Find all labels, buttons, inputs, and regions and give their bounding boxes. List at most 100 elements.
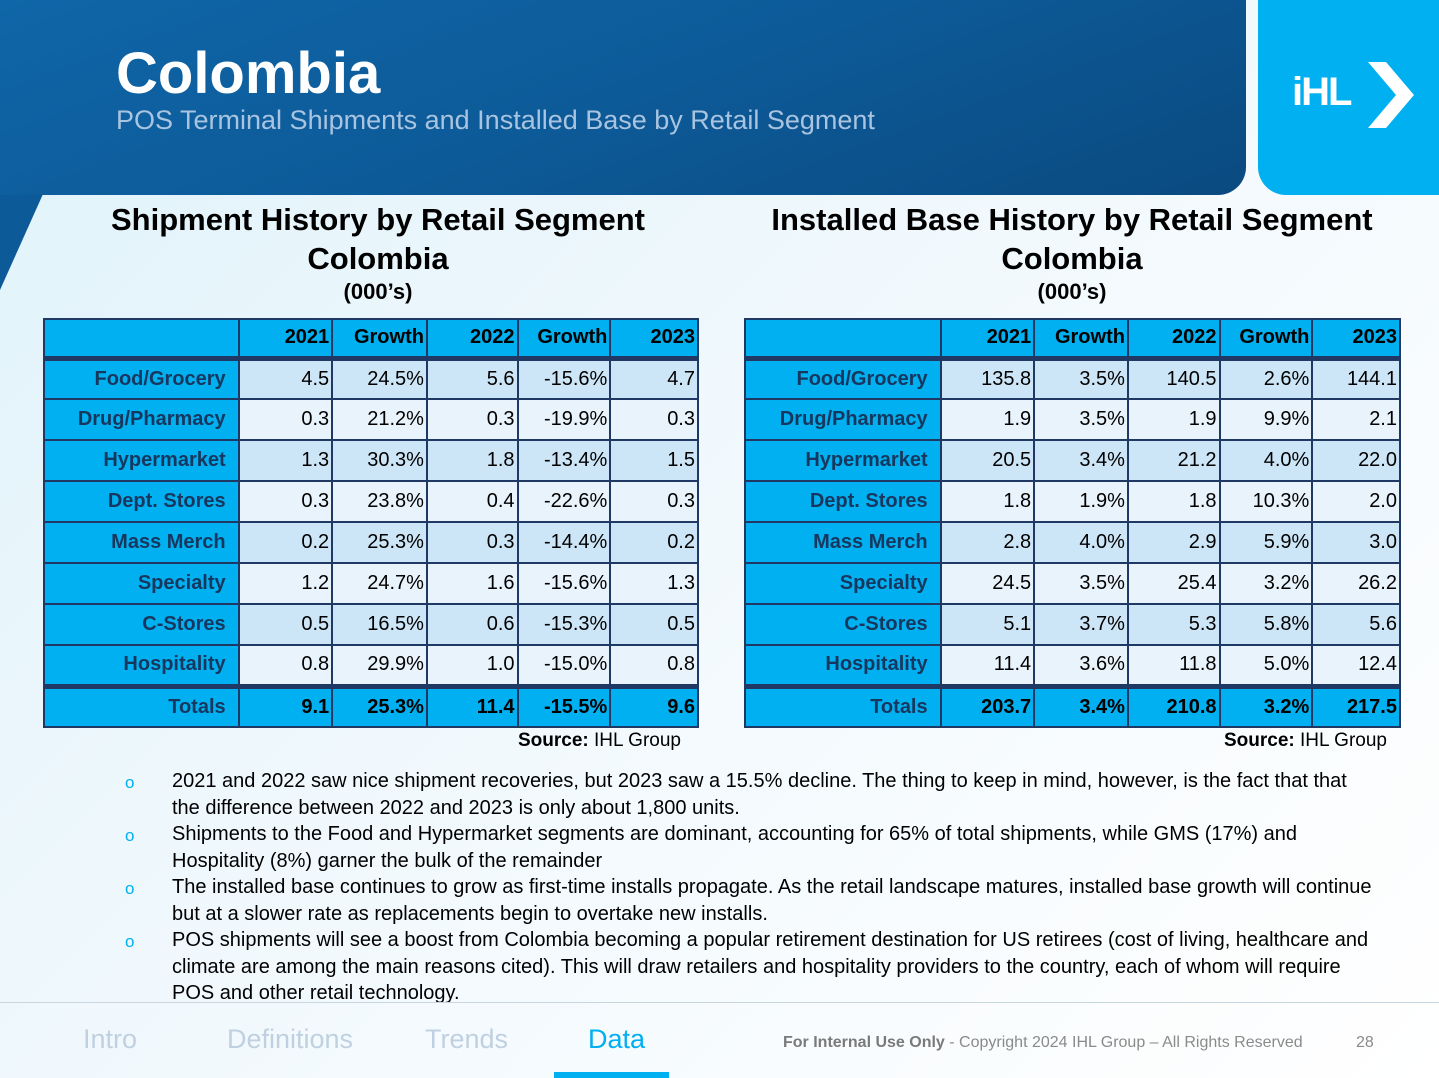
table-cell: 3.5% bbox=[1033, 562, 1129, 605]
table-cell: 1.8 bbox=[939, 480, 1036, 523]
row-label: Hospitality bbox=[43, 644, 240, 687]
row-label: Specialty bbox=[744, 562, 942, 605]
total-cell: 3.4% bbox=[1033, 683, 1129, 728]
table-cell: -19.9% bbox=[516, 398, 612, 441]
table-cell: 0.3 bbox=[237, 480, 334, 523]
active-tab-indicator bbox=[554, 1072, 669, 1078]
table-cell: 0.3 bbox=[425, 398, 519, 441]
column-header: Growth bbox=[1218, 318, 1314, 361]
row-label: Hypermarket bbox=[744, 439, 942, 482]
source-value: IHL Group bbox=[594, 730, 681, 751]
column-header: 2023 bbox=[609, 318, 699, 361]
table-cell: 23.8% bbox=[331, 480, 428, 523]
table-cell: -15.0% bbox=[516, 644, 612, 687]
column-header: 2021 bbox=[237, 318, 334, 361]
table-cell: 1.5 bbox=[609, 439, 699, 482]
table-cell: 3.5% bbox=[1033, 398, 1129, 441]
row-label: Mass Merch bbox=[744, 521, 942, 564]
row-label: C-Stores bbox=[744, 603, 942, 646]
column-header: Growth bbox=[331, 318, 428, 361]
table-cell: -22.6% bbox=[516, 480, 612, 523]
internal-use-label: For Internal Use Only bbox=[783, 1034, 945, 1051]
table-cell: 30.3% bbox=[331, 439, 428, 482]
table-cell: 3.2% bbox=[1218, 562, 1314, 605]
column-header: 2023 bbox=[1311, 318, 1401, 361]
table-cell: 25.3% bbox=[331, 521, 428, 564]
table-row: Specialty 1.2 24.7% 1.6 -15.6% 1.3 bbox=[43, 562, 699, 605]
total-cell: 9.6 bbox=[609, 683, 699, 728]
column-header bbox=[43, 318, 240, 361]
bullet-text: POS shipments will see a boost from Colo… bbox=[172, 929, 1369, 1004]
row-label: Drug/Pharmacy bbox=[43, 398, 240, 441]
table-cell: 22.0 bbox=[1311, 439, 1401, 482]
column-header: 2022 bbox=[1126, 318, 1221, 361]
table-row: Drug/Pharmacy 1.9 3.5% 1.9 9.9% 2.1 bbox=[744, 398, 1401, 441]
table-row: Hospitality 0.8 29.9% 1.0 -15.0% 0.8 bbox=[43, 644, 699, 687]
total-cell: 9.1 bbox=[237, 683, 334, 728]
table-cell: 26.2 bbox=[1311, 562, 1401, 605]
bullet-item: o 2021 and 2022 saw nice shipment recover… bbox=[125, 768, 1375, 821]
bullet-icon: o bbox=[125, 932, 135, 951]
table-row: Hypermarket 20.5 3.4% 21.2 4.0% 22.0 bbox=[744, 439, 1401, 482]
table-cell: 1.6 bbox=[425, 562, 519, 605]
row-label: Drug/Pharmacy bbox=[744, 398, 942, 441]
bullet-item: o POS shipments will see a boost from Col… bbox=[125, 927, 1375, 1007]
table-cell: 0.3 bbox=[609, 480, 699, 523]
table-cell: 0.3 bbox=[425, 521, 519, 564]
row-label: Hospitality bbox=[744, 644, 942, 687]
bullet-icon: o bbox=[125, 773, 135, 792]
nav-tab-definitions[interactable]: Definitions bbox=[227, 1024, 354, 1054]
table-cell: 3.5% bbox=[1033, 357, 1129, 400]
header-row: 2021 Growth 2022 Growth 2023 bbox=[744, 318, 1401, 361]
table-cell: 4.0% bbox=[1218, 439, 1314, 482]
table-cell: 10.3% bbox=[1218, 480, 1314, 523]
table-cell: 0.2 bbox=[609, 521, 699, 564]
table-cell: 5.9% bbox=[1218, 521, 1314, 564]
table-units: (000’s) bbox=[1037, 279, 1107, 304]
table-title: Installed Base History by Retail Segment bbox=[771, 202, 1373, 237]
table-cell: 1.8 bbox=[425, 439, 519, 482]
column-header: 2021 bbox=[939, 318, 1036, 361]
table-row: C-Stores 0.5 16.5% 0.6 -15.3% 0.5 bbox=[43, 603, 699, 646]
bullet-text: 2021 and 2022 saw nice shipment recoveri… bbox=[172, 770, 1347, 819]
totals-row: Totals 9.1 25.3% 11.4 -15.5% 9.6 bbox=[43, 683, 699, 728]
table-cell: 1.3 bbox=[237, 439, 334, 482]
page-subtitle: POS Terminal Shipments and Installed Bas… bbox=[116, 105, 875, 135]
table-cell: 24.7% bbox=[331, 562, 428, 605]
table-row: Hospitality 11.4 3.6% 11.8 5.0% 12.4 bbox=[744, 644, 1401, 687]
source-label: Source: bbox=[1224, 730, 1295, 751]
table-cell: -13.4% bbox=[516, 439, 612, 482]
table-cell: 11.8 bbox=[1126, 644, 1221, 687]
table-cell: 0.8 bbox=[609, 644, 699, 687]
bullet-icon: o bbox=[125, 826, 135, 845]
table-cell: 9.9% bbox=[1218, 398, 1314, 441]
table-cell: 3.6% bbox=[1033, 644, 1129, 687]
page-number: 28 bbox=[1356, 1034, 1374, 1051]
installed-section-title: Installed Base History by Retail Segment… bbox=[742, 200, 1402, 306]
row-label: Food/Grocery bbox=[43, 357, 240, 400]
page-title: Colombia bbox=[116, 41, 381, 106]
table-cell: 29.9% bbox=[331, 644, 428, 687]
table-cell: 21.2% bbox=[331, 398, 428, 441]
table-row: Food/Grocery 135.8 3.5% 140.5 2.6% 144.1 bbox=[744, 357, 1401, 400]
table-row: Food/Grocery 4.5 24.5% 5.6 -15.6% 4.7 bbox=[43, 357, 699, 400]
total-cell: 25.3% bbox=[331, 683, 428, 728]
table-cell: 5.8% bbox=[1218, 603, 1314, 646]
table-cell: 2.9 bbox=[1126, 521, 1221, 564]
table-cell: 20.5 bbox=[939, 439, 1036, 482]
table-cell: 2.1 bbox=[1311, 398, 1401, 441]
nav-tab-trends[interactable]: Trends bbox=[425, 1024, 509, 1054]
shipment-table: 2021 Growth 2022 Growth 2023 Food/Grocery 4.5 2… bbox=[43, 318, 699, 728]
source-value: IHL Group bbox=[1300, 730, 1387, 751]
nav-tab-data[interactable]: Data bbox=[588, 1024, 646, 1054]
table-cell: -15.3% bbox=[516, 603, 612, 646]
table-row: Mass Merch 2.8 4.0% 2.9 5.9% 3.0 bbox=[744, 521, 1401, 564]
table-row: Mass Merch 0.2 25.3% 0.3 -14.4% 0.2 bbox=[43, 521, 699, 564]
table-cell: 4.0% bbox=[1033, 521, 1129, 564]
bullet-list: o 2021 and 2022 saw nice shipment recover… bbox=[125, 768, 1375, 1007]
nav-tab-intro[interactable]: Intro bbox=[83, 1024, 138, 1054]
table-country: Colombia bbox=[1001, 241, 1143, 276]
bullet-text: Shipments to the Food and Hypermarket se… bbox=[172, 823, 1298, 872]
table-cell: 1.9 bbox=[939, 398, 1036, 441]
table-cell: 3.4% bbox=[1033, 439, 1129, 482]
